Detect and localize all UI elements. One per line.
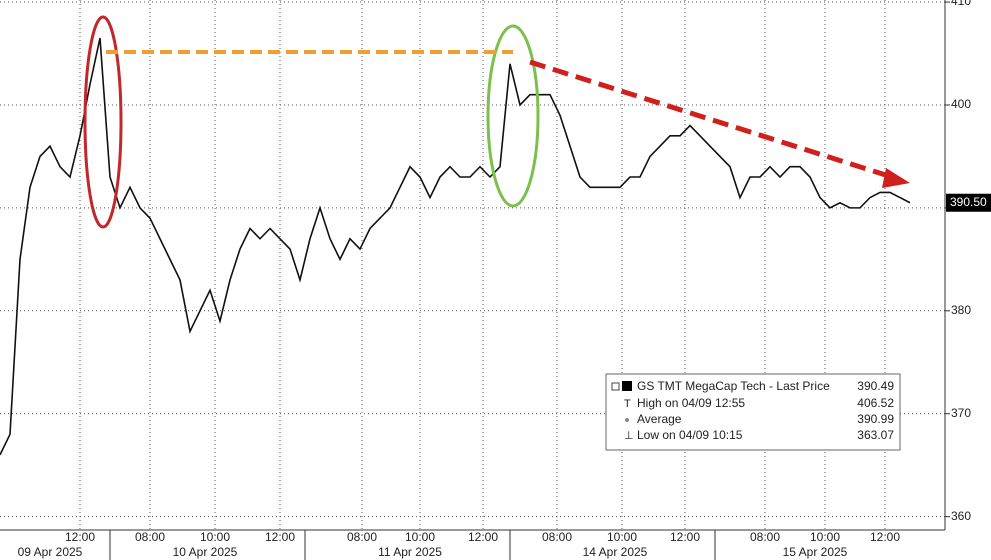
legend-label: Low on 04/09 10:15 bbox=[637, 428, 743, 442]
plot bbox=[0, 0, 945, 530]
legend-title: GS TMT MegaCap Tech - Last Price bbox=[637, 379, 830, 393]
x-date-label: 09 Apr 2025 bbox=[18, 545, 83, 559]
x-tick-label: 08:00 bbox=[542, 530, 572, 544]
legend-label: Average bbox=[637, 412, 682, 426]
legend-value: 390.99 bbox=[857, 412, 894, 426]
y-tick-label: 370 bbox=[951, 406, 971, 420]
legend-value: 363.07 bbox=[857, 428, 894, 442]
x-tick-label: 12:00 bbox=[468, 530, 498, 544]
x-date-label: 14 Apr 2025 bbox=[583, 545, 648, 559]
x-tick-label: 08:00 bbox=[135, 530, 165, 544]
x-date-label: 15 Apr 2025 bbox=[783, 545, 848, 559]
x-tick-label: 10:00 bbox=[607, 530, 637, 544]
legend-label: High on 04/09 12:55 bbox=[637, 396, 745, 410]
y-tick-label: 400 bbox=[951, 97, 971, 111]
x-tick-label: 08:00 bbox=[347, 530, 377, 544]
legend: GS TMT MegaCap Tech - Last Price 390.49 … bbox=[605, 373, 901, 451]
legend-icon: ⊥ bbox=[624, 430, 634, 442]
y-tick-label: 380 bbox=[951, 303, 971, 317]
annotations bbox=[83, 15, 910, 229]
x-tick-label: 10:00 bbox=[810, 530, 840, 544]
last-price-box bbox=[946, 193, 991, 212]
x-date-label: 11 Apr 2025 bbox=[378, 545, 442, 559]
x-tick-label: 12:00 bbox=[265, 530, 295, 544]
price-line bbox=[0, 37, 911, 456]
legend-icon bbox=[625, 418, 629, 422]
legend-value: 390.49 bbox=[857, 379, 894, 393]
y-tick-label: 410 bbox=[951, 0, 971, 8]
x-tick-label: 12:00 bbox=[65, 530, 95, 544]
legend-icon: T bbox=[624, 398, 631, 410]
legend-value: 406.52 bbox=[857, 396, 894, 410]
y-tick-label: 360 bbox=[951, 509, 971, 523]
x-date-label: 10 Apr 2025 bbox=[173, 545, 238, 559]
x-tick-label: 08:00 bbox=[750, 530, 780, 544]
x-tick-label: 10:00 bbox=[405, 530, 435, 544]
x-tick-label: 10:00 bbox=[200, 530, 230, 544]
last-price-label: 390.50 bbox=[950, 195, 987, 209]
x-tick-label: 12:00 bbox=[670, 530, 700, 544]
x-tick-label: 12:00 bbox=[870, 530, 900, 544]
day-separators bbox=[109, 530, 716, 560]
